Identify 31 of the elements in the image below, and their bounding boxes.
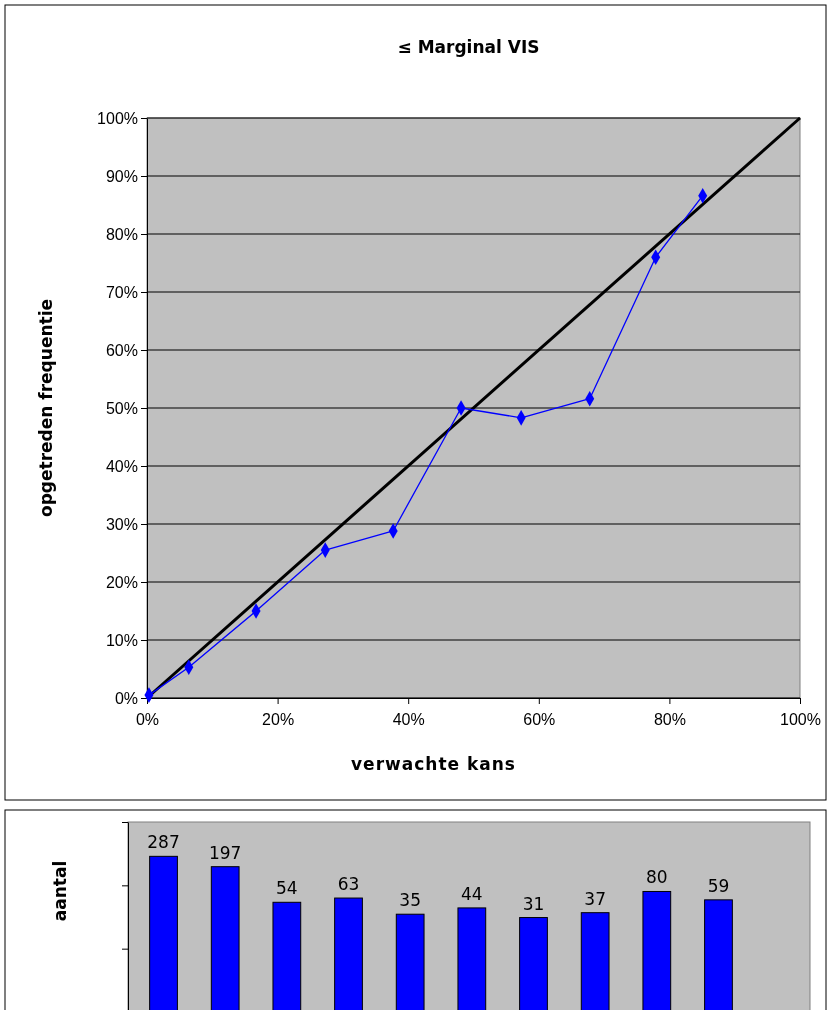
- x-tick-label: 40%: [392, 710, 425, 728]
- x-tick-label: 60%: [523, 710, 556, 728]
- y-tick-label: 60%: [105, 341, 138, 359]
- x-tick-label: 20%: [262, 710, 295, 728]
- data-label: 63: [337, 874, 360, 895]
- y-tick-label: 100%: [97, 109, 138, 127]
- y-tick-label: 30%: [105, 515, 138, 533]
- x-tick-label: 100%: [780, 710, 821, 728]
- data-label: 37: [584, 888, 606, 909]
- y-axis-title: opgetreden frequentie: [36, 298, 56, 518]
- x-axis-title: verwachte kans: [351, 754, 516, 774]
- data-label: 35: [399, 890, 421, 911]
- y-tick-label: 0%: [114, 689, 138, 707]
- data-label: 44: [461, 883, 483, 904]
- y-axis-title: aantal: [50, 860, 70, 922]
- data-label: 80: [646, 867, 668, 888]
- y-tick-label: 70%: [105, 283, 138, 301]
- data-label: 59: [707, 875, 730, 896]
- chart-title: ≤ Marginal VIS: [397, 37, 540, 57]
- y-tick-label: 40%: [105, 457, 138, 475]
- y-tick-label: 50%: [105, 399, 138, 417]
- x-tick-label: 80%: [653, 710, 686, 728]
- data-label: 287: [147, 832, 180, 853]
- data-label: 31: [522, 893, 545, 914]
- data-label: 54: [276, 878, 298, 899]
- y-tick-label: 20%: [105, 573, 138, 591]
- y-tick-label: 90%: [105, 167, 138, 185]
- y-tick-label: 10%: [105, 631, 138, 649]
- y-tick-label: 80%: [105, 225, 138, 243]
- x-tick-label: 0%: [135, 710, 160, 728]
- data-label: 197: [208, 842, 242, 863]
